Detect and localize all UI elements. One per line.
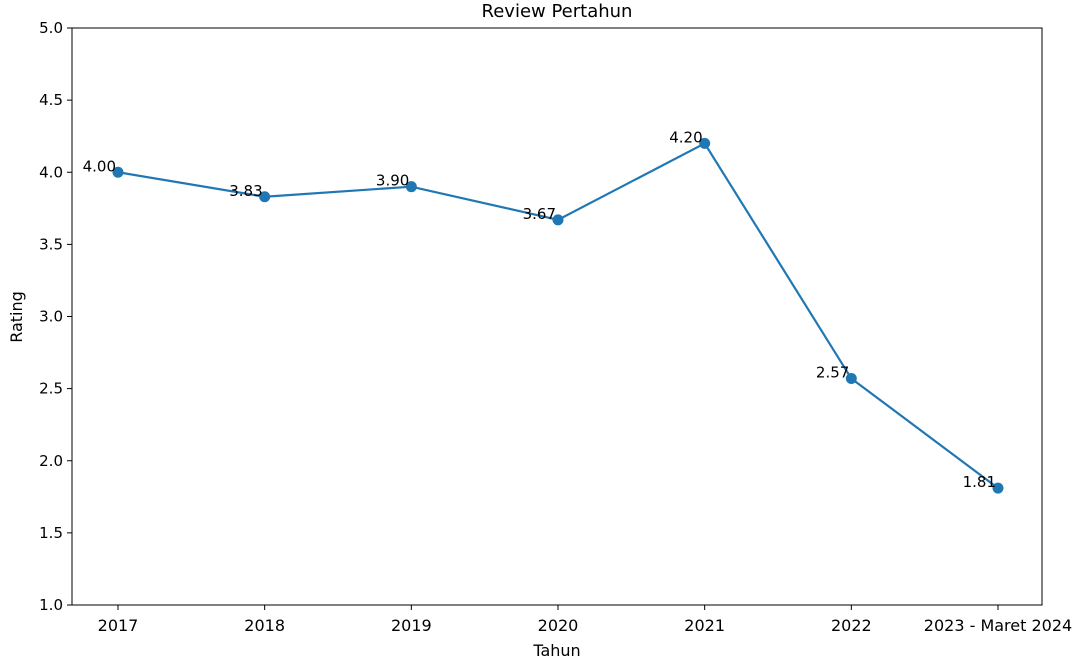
x-tick-label: 2018 [244,616,285,635]
x-axis-ticks: 2017 2018 2019 2020 2021 2022 2023 - Maret 202… [98,605,1072,635]
x-axis-label: Tahun [532,641,580,660]
data-point [992,482,1004,494]
data-label: 3.67 [523,205,556,223]
x-tick-label: 2017 [98,616,139,635]
data-point [259,191,271,203]
data-point [112,166,124,178]
plot-frame [71,27,1043,606]
data-point [405,181,417,193]
x-tick-label: 2021 [684,616,725,635]
x-tick-label: 2022 [831,616,872,635]
y-tick-label: 4.0 [39,163,63,181]
y-tick-label: 1.0 [39,596,63,614]
y-tick-label: 3.5 [39,235,63,253]
y-tick-label: 1.5 [39,524,63,542]
y-tick-label: 3.0 [39,308,63,326]
y-tick-label: 2.0 [39,452,63,470]
data-label: 3.83 [229,182,262,200]
data-label: 2.57 [816,364,849,382]
x-tick-label: 2023 - Maret 2024 [924,616,1072,635]
y-axis-label: Rating [7,291,26,343]
data-label: 4.00 [83,157,116,175]
data-label: 1.81 [963,473,996,491]
data-point [699,137,711,149]
data-labels: 4.00 3.83 3.90 3.67 4.20 2.57 1.81 [83,128,996,491]
x-tick-label: 2020 [538,616,579,635]
y-axis-ticks: 1.0 1.5 2.0 2.5 3.0 3.5 4.0 4.5 5.0 [39,19,72,614]
data-point [552,214,564,226]
x-tick-label: 2019 [391,616,432,635]
y-tick-label: 2.5 [39,380,63,398]
data-label: 3.90 [376,172,409,190]
y-tick-label: 4.5 [39,91,63,109]
data-point [845,373,857,385]
chart-title: Review Pertahun [482,1,633,22]
data-label: 4.20 [669,128,702,146]
data-points [112,137,1004,494]
y-tick-label: 5.0 [39,19,63,37]
